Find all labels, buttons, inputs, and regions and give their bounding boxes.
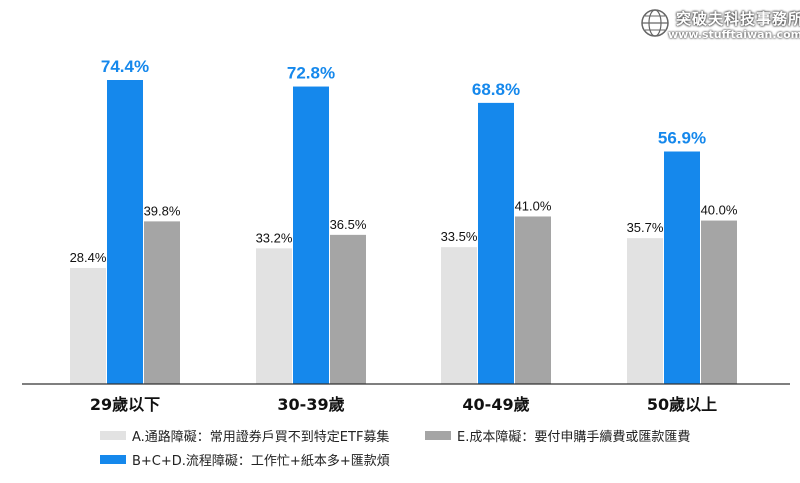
value-label-a-2: 33.5% [441, 229, 478, 244]
bar-bcd-2 [478, 102, 514, 385]
category-label-3: 50歲以上 [647, 395, 717, 414]
legend-label-bcd: B+C+D.流程障礙：工作忙+紙本多+匯款煩 [132, 454, 390, 469]
bar-e-0 [144, 221, 180, 384]
legend-label-e: E.成本障礙：要付申購手續費或匯款匯費 [457, 430, 691, 445]
legend-item-e: E.成本障礙：要付申購手續費或匯款匯費 [425, 426, 690, 445]
value-label-e-2: 41.0% [515, 198, 552, 213]
value-label-bcd-0: 74.4% [101, 57, 149, 76]
legend-label-a: A.通路障礙：常用證券戶買不到特定ETF募集 [132, 430, 390, 445]
watermark: 突破夫科技事務所 www.stufftaiwan.com [638, 6, 800, 46]
legend-item-a: A.通路障礙：常用證券戶買不到特定ETF募集 [100, 426, 389, 445]
value-label-bcd-1: 72.8% [287, 64, 335, 83]
value-labels-layer: 28.4% 74.4% 39.8% 33.2% 72.8% 36.5% 33.5% 68.8%… [70, 57, 738, 265]
value-label-e-0: 39.8% [144, 203, 181, 218]
watermark-title: 突破夫科技事務所 [676, 10, 800, 28]
value-label-bcd-2: 68.8% [472, 80, 520, 99]
bars-layer [70, 80, 737, 385]
bar-a-0 [70, 267, 106, 384]
legend-item-bcd: B+C+D.流程障礙：工作忙+紙本多+匯款煩 [100, 450, 390, 469]
value-label-e-1: 36.5% [330, 217, 367, 232]
watermark-url: www.stufftaiwan.com [668, 28, 800, 41]
globe-logo-icon [641, 9, 669, 37]
legend-swatch-e [425, 431, 451, 440]
value-label-a-1: 33.2% [256, 230, 293, 245]
legend-swatch-bcd [100, 455, 126, 464]
bar-bcd-3 [664, 151, 700, 384]
bar-bcd-1 [293, 86, 329, 385]
value-label-e-3: 40.0% [701, 203, 738, 218]
legend: A.通路障礙：常用證券戶買不到特定ETF募集 E.成本障礙：要付申購手續費或匯款… [100, 424, 780, 474]
bar-a-1 [256, 248, 292, 384]
category-labels-layer: 29歲以下 30-39歲 40-49歲 50歲以上 [90, 395, 717, 414]
bar-e-3 [701, 220, 737, 384]
legend-swatch-a [100, 431, 126, 440]
value-label-a-3: 35.7% [627, 220, 664, 235]
category-label-0: 29歲以下 [90, 395, 160, 414]
value-label-bcd-3: 56.9% [658, 129, 706, 148]
category-label-2: 40-49歲 [462, 395, 529, 414]
bar-a-3 [627, 238, 663, 384]
bar-e-1 [330, 234, 366, 384]
value-label-a-0: 28.4% [70, 250, 107, 265]
bar-e-2 [515, 216, 551, 384]
bar-bcd-0 [107, 80, 143, 384]
bar-a-2 [441, 247, 477, 384]
category-label-1: 30-39歲 [277, 395, 344, 414]
